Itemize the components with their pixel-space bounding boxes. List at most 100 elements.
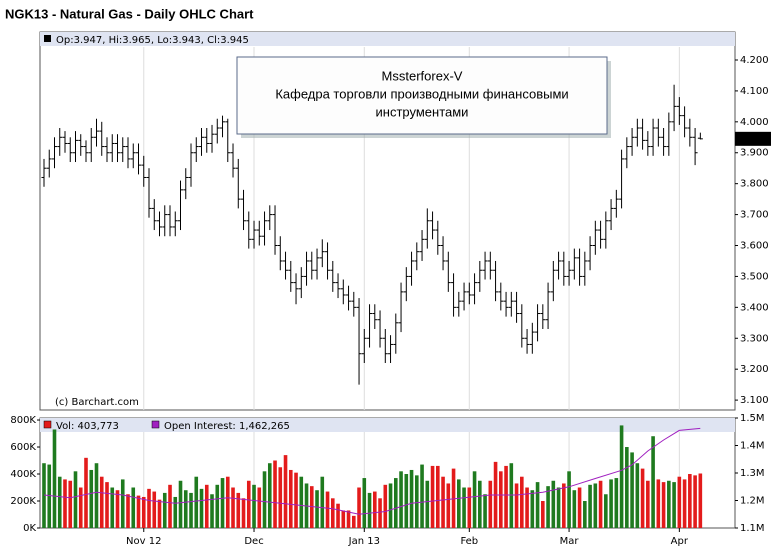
volume-bar [294, 472, 298, 528]
y2-tick-label: 1.4M [740, 441, 765, 452]
y-tick-label: 4.200 [740, 55, 769, 66]
volume-bar [546, 486, 550, 528]
volume-bar [99, 476, 104, 528]
volume-bar [278, 467, 283, 528]
volume-bar [619, 425, 624, 528]
volume-bar [315, 490, 319, 528]
volume-bar [420, 464, 424, 528]
volume-bar [183, 490, 188, 528]
volume-bar [520, 476, 524, 528]
volume-bar [89, 469, 94, 528]
volume-bar [47, 464, 52, 528]
volume-bar [173, 496, 178, 528]
volume-bar [467, 487, 472, 528]
oi-key [151, 420, 160, 429]
volume-bar [136, 495, 141, 528]
volume-bar [646, 480, 650, 528]
y-tick-label: 3.400 [740, 302, 769, 313]
volume-bar [698, 473, 703, 528]
volume-bar [204, 484, 209, 528]
volume-bar [488, 480, 493, 528]
volume-bar [577, 487, 582, 528]
volume-bar [252, 484, 256, 528]
volume-bar [551, 480, 556, 528]
volume-bar [257, 487, 262, 528]
volume-bar [68, 480, 73, 528]
y-tick-label: 4.000 [740, 117, 769, 128]
volume-bar [168, 484, 172, 528]
volume-bar [351, 515, 356, 528]
volume-bar [651, 436, 655, 528]
volume-bar [614, 478, 619, 528]
volume-bar [246, 480, 251, 528]
x-tick-label: Dec [244, 536, 263, 547]
y-tick-label: 3.300 [740, 333, 769, 344]
volume-bar [341, 510, 346, 528]
volume-bar [215, 484, 220, 528]
x-tick-label: Feb [460, 536, 478, 547]
volume-bar [157, 499, 162, 528]
annotation-box [236, 56, 608, 135]
volume-bar [105, 482, 109, 528]
volume-bar [451, 468, 456, 528]
volume-bar [562, 483, 566, 528]
volume-bar [141, 496, 146, 528]
volume-bar [567, 471, 571, 528]
volume-bar [299, 476, 304, 528]
volume-bar [598, 480, 603, 528]
volume-header-bar [40, 418, 735, 432]
volume-bar [110, 487, 115, 528]
volume-bar [383, 484, 388, 528]
volume-bar [457, 479, 461, 528]
volume-bar [677, 476, 682, 528]
volume-bar [572, 490, 577, 528]
y2-tick-label: 1.3M [740, 468, 765, 479]
volume-bar [120, 479, 125, 528]
ohlc-header: Op:3.947, Hi:3.965, Lo:3.943, Cl:3.945 [56, 35, 249, 46]
y-tick-label: 3.200 [740, 364, 769, 375]
volume-bar [525, 487, 529, 528]
volume-bar [414, 475, 419, 528]
volume-bar [499, 471, 503, 528]
volume-bar [288, 469, 293, 528]
price-key [44, 35, 51, 42]
y-tick-label: 3.500 [740, 271, 769, 282]
annotation-line: инструментами [376, 104, 469, 119]
volume-bar [672, 482, 676, 528]
volume-bar [688, 474, 692, 528]
legend-oi: Open Interest: 1,462,265 [164, 421, 290, 432]
volume-bar [115, 490, 120, 528]
volume-bar [372, 491, 377, 528]
last-price-box [735, 131, 771, 146]
volume-bar [57, 476, 62, 528]
chart-title: NGK13 - Natural Gas - Daily OHLC Chart [5, 6, 254, 21]
volume-bar [273, 460, 277, 528]
vol-key [43, 420, 52, 429]
y-tick-label: 3.100 [740, 395, 769, 406]
volume-bar [693, 475, 697, 528]
volume-bar [178, 480, 183, 528]
volume-bar [430, 465, 435, 528]
volume-bar [656, 479, 661, 528]
volume-bar [404, 474, 409, 528]
volume-bar [325, 491, 330, 528]
volume-bar [362, 478, 367, 528]
y-tick-label: 3.900 [740, 148, 769, 159]
annotation-line: Кафедра торговли производными финансовым… [275, 86, 568, 101]
legend-vol: Vol: 403,773 [56, 421, 119, 432]
volume-bar [194, 476, 199, 528]
y-tick-label: 0K [23, 523, 36, 534]
volume-bar [320, 476, 325, 528]
volume-bar [378, 498, 382, 528]
volume-bar [682, 479, 687, 528]
volume-bar [625, 447, 629, 528]
credit: (c) Barchart.com [55, 397, 139, 408]
volume-bar [63, 479, 67, 528]
volume-bar [94, 463, 99, 528]
volume-bar [441, 476, 445, 528]
volume-bar [78, 487, 83, 528]
volume-bar [330, 498, 335, 528]
volume-bar [225, 476, 230, 528]
